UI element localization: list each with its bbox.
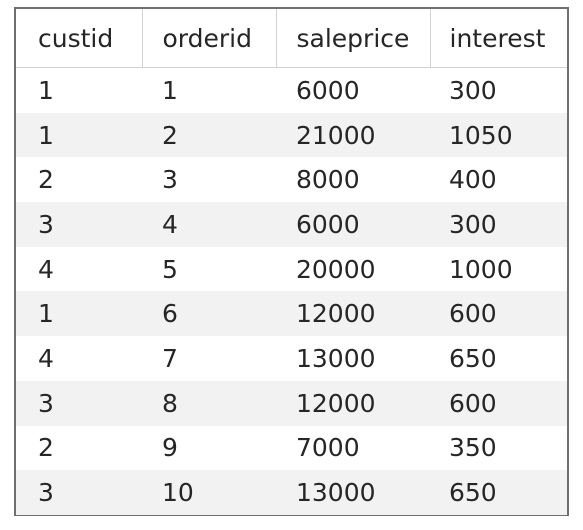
cell-custid[interactable]: 1 [16, 112, 142, 158]
cell-saleprice[interactable]: 12000 [276, 291, 430, 337]
cell-saleprice[interactable]: 6000 [276, 202, 430, 247]
cell-saleprice[interactable]: 13000 [276, 336, 430, 381]
cell-interest[interactable]: 600 [430, 291, 567, 337]
cell-orderid[interactable]: 3 [142, 157, 276, 203]
cell-custid[interactable]: 3 [16, 380, 142, 426]
table-row[interactable]: 2 3 8000 400 [16, 157, 567, 203]
cell-custid[interactable]: 4 [16, 336, 142, 381]
table-row[interactable]: 3 4 6000 300 [16, 202, 567, 247]
cell-interest[interactable]: 650 [430, 470, 567, 515]
cell-saleprice[interactable]: 7000 [276, 425, 430, 471]
cell-saleprice[interactable]: 20000 [276, 246, 430, 292]
cell-custid[interactable]: 2 [16, 425, 142, 471]
cell-interest[interactable]: 300 [430, 202, 567, 247]
cell-orderid[interactable]: 7 [142, 336, 276, 381]
cell-custid[interactable]: 3 [16, 202, 142, 247]
cell-orderid[interactable]: 2 [142, 112, 276, 158]
cell-custid[interactable]: 3 [16, 470, 142, 515]
cell-saleprice[interactable]: 13000 [276, 470, 430, 515]
table-row[interactable]: 4 7 13000 650 [16, 336, 567, 381]
column-header-interest[interactable]: interest [430, 9, 567, 68]
cell-saleprice[interactable]: 8000 [276, 157, 430, 203]
cell-saleprice[interactable]: 21000 [276, 112, 430, 158]
cell-interest[interactable]: 600 [430, 380, 567, 426]
cell-orderid[interactable]: 1 [142, 67, 276, 113]
cell-custid[interactable]: 1 [16, 67, 142, 113]
column-header-custid[interactable]: custid [16, 9, 143, 68]
results-table: custid orderid saleprice interest 1 1 60… [16, 9, 567, 515]
cell-orderid[interactable]: 4 [142, 202, 276, 247]
table-row[interactable]: 2 9 7000 350 [16, 425, 567, 471]
cell-orderid[interactable]: 9 [142, 425, 276, 471]
table-row[interactable]: 1 6 12000 600 [16, 291, 567, 337]
cell-interest[interactable]: 400 [430, 157, 567, 203]
column-header-orderid[interactable]: orderid [142, 9, 277, 68]
cell-orderid[interactable]: 10 [142, 470, 276, 515]
table-row[interactable]: 1 2 21000 1050 [16, 112, 567, 158]
cell-orderid[interactable]: 6 [142, 291, 276, 337]
cell-interest[interactable]: 350 [430, 425, 567, 471]
cell-custid[interactable]: 4 [16, 246, 142, 292]
column-header-saleprice[interactable]: saleprice [276, 9, 431, 68]
cell-custid[interactable]: 1 [16, 291, 142, 337]
cell-saleprice[interactable]: 6000 [276, 67, 430, 113]
cell-interest[interactable]: 300 [430, 67, 567, 113]
header-row: custid orderid saleprice interest [16, 9, 567, 68]
cell-interest[interactable]: 1050 [430, 112, 567, 158]
table-row[interactable]: 3 10 13000 650 [16, 470, 567, 515]
cell-interest[interactable]: 1000 [430, 246, 567, 292]
cell-custid[interactable]: 2 [16, 157, 142, 203]
table-row[interactable]: 4 5 20000 1000 [16, 246, 567, 292]
table-row[interactable]: 3 8 12000 600 [16, 380, 567, 426]
cell-interest[interactable]: 650 [430, 336, 567, 381]
cell-orderid[interactable]: 5 [142, 246, 276, 292]
cell-saleprice[interactable]: 12000 [276, 380, 430, 426]
results-grid: custid orderid saleprice interest 1 1 60… [14, 7, 569, 516]
table-row[interactable]: 1 1 6000 300 [16, 67, 567, 113]
cell-orderid[interactable]: 8 [142, 380, 276, 426]
